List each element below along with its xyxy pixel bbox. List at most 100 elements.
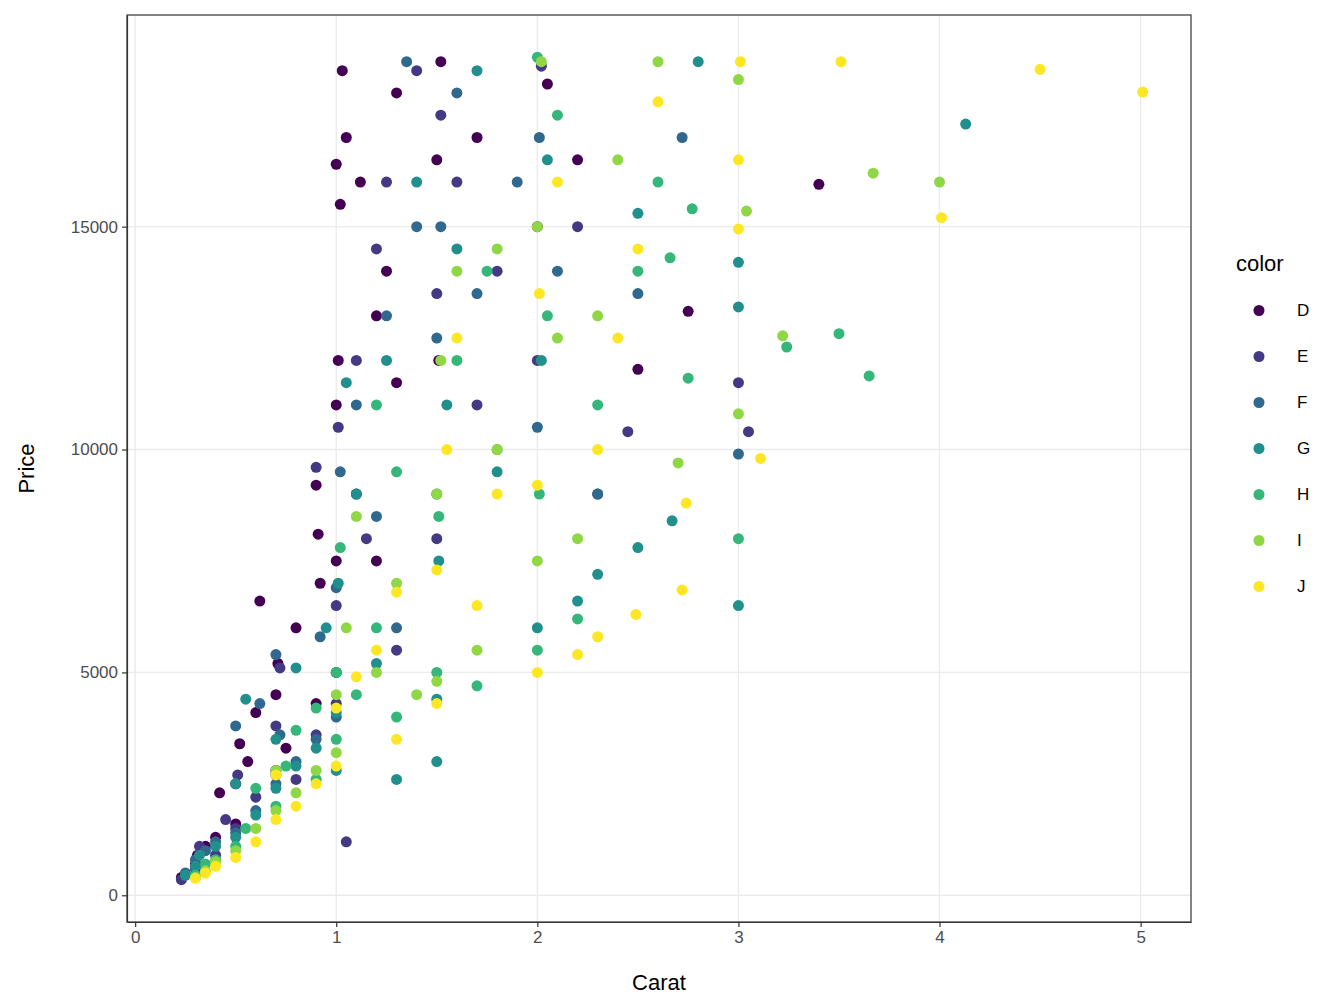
point	[180, 870, 191, 881]
x-tick: 4	[935, 922, 944, 947]
point	[280, 743, 291, 754]
x-tick: 0	[131, 922, 140, 947]
point	[960, 119, 971, 130]
point	[270, 814, 281, 825]
point	[435, 221, 446, 232]
point	[351, 355, 362, 366]
point	[234, 738, 245, 749]
legend-label: H	[1297, 485, 1309, 504]
point	[733, 301, 744, 312]
x-tick-label: 3	[734, 928, 743, 947]
x-tick: 3	[734, 922, 743, 947]
point	[381, 177, 392, 188]
y-tick-mark	[122, 227, 127, 228]
panel-background	[127, 15, 1191, 922]
legend-key	[1254, 489, 1265, 500]
point	[335, 466, 346, 477]
point	[411, 221, 422, 232]
point	[311, 703, 322, 714]
legend-label: I	[1297, 531, 1302, 550]
point	[291, 761, 302, 772]
point	[733, 257, 744, 268]
point	[431, 489, 442, 500]
point	[472, 645, 483, 656]
x-axis: 012345	[128, 922, 1192, 947]
y-tick: 0	[109, 886, 127, 905]
point	[677, 584, 688, 595]
point	[254, 698, 265, 709]
y-tick-label: 10000	[71, 440, 118, 459]
point	[431, 154, 442, 165]
point	[693, 56, 704, 67]
point	[1035, 64, 1046, 75]
series-j	[190, 56, 1148, 884]
point	[391, 645, 402, 656]
legend-label: J	[1297, 577, 1306, 596]
point	[431, 698, 442, 709]
point	[833, 328, 844, 339]
point	[313, 529, 324, 540]
point	[534, 288, 545, 299]
point	[630, 609, 641, 620]
point	[612, 154, 623, 165]
point	[864, 370, 875, 381]
point	[472, 600, 483, 611]
point	[230, 778, 241, 789]
point	[270, 689, 281, 700]
point	[451, 266, 462, 277]
point	[451, 355, 462, 366]
point	[401, 56, 412, 67]
point	[341, 377, 352, 388]
point	[431, 756, 442, 767]
chart: 012345050001000015000CaratPricecolorDEFG…	[0, 0, 1344, 1008]
series-h	[190, 52, 875, 881]
point	[492, 489, 503, 500]
point	[492, 466, 503, 477]
point	[813, 179, 824, 190]
point	[321, 622, 332, 633]
point	[250, 810, 261, 821]
point	[687, 203, 698, 214]
y-tick-label: 5000	[80, 663, 118, 682]
y-tick-mark	[122, 449, 127, 450]
point	[735, 56, 746, 67]
panel-border	[127, 15, 1191, 922]
point	[311, 765, 322, 776]
x-tick: 1	[332, 922, 341, 947]
point	[622, 426, 633, 437]
x-tick-mark	[939, 922, 940, 927]
point	[451, 87, 462, 98]
point	[311, 778, 322, 789]
point	[532, 221, 543, 232]
point	[210, 841, 221, 852]
x-tick-mark	[537, 922, 538, 927]
point	[341, 132, 352, 143]
point	[472, 680, 483, 691]
point	[431, 533, 442, 544]
point	[341, 836, 352, 847]
point	[190, 873, 201, 884]
point	[331, 703, 342, 714]
point	[592, 310, 603, 321]
point	[733, 408, 744, 419]
y-tick-label: 15000	[71, 218, 118, 237]
point	[532, 622, 543, 633]
point	[431, 489, 442, 500]
point	[361, 533, 372, 544]
point	[433, 511, 444, 522]
point	[681, 498, 692, 509]
x-tick: 5	[1136, 922, 1145, 947]
point	[652, 96, 663, 107]
point	[536, 355, 547, 366]
point	[391, 466, 402, 477]
point	[552, 177, 563, 188]
point	[665, 252, 676, 263]
point	[741, 206, 752, 217]
point	[777, 330, 788, 341]
point	[230, 720, 241, 731]
point	[351, 511, 362, 522]
point	[291, 801, 302, 812]
point	[781, 342, 792, 353]
point	[220, 814, 231, 825]
point	[677, 132, 688, 143]
